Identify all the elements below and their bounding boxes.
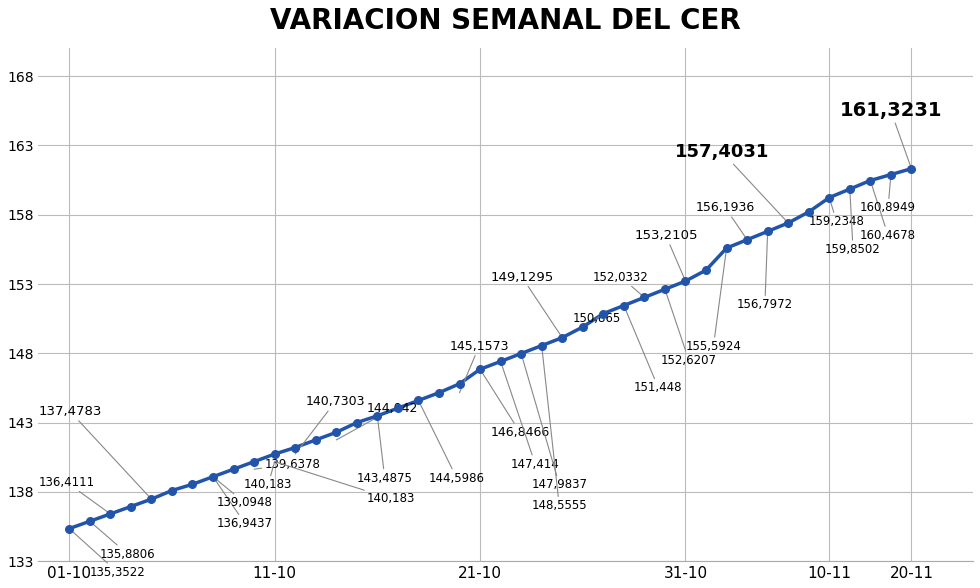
- Text: 140,7303: 140,7303: [295, 395, 365, 454]
- Point: [287, 443, 303, 452]
- Text: 151,448: 151,448: [624, 306, 683, 395]
- Point: [555, 333, 570, 342]
- Text: 147,414: 147,414: [501, 362, 560, 470]
- Text: 147,9837: 147,9837: [521, 353, 587, 492]
- Point: [780, 218, 796, 228]
- Point: [103, 509, 119, 519]
- Point: [349, 418, 365, 427]
- Point: [452, 379, 467, 389]
- Point: [514, 349, 529, 358]
- Text: 139,0948: 139,0948: [213, 477, 273, 509]
- Point: [82, 517, 98, 526]
- Text: 159,2348: 159,2348: [808, 198, 864, 228]
- Point: [739, 235, 755, 245]
- Point: [575, 322, 591, 332]
- Text: 160,8949: 160,8949: [860, 175, 916, 214]
- Point: [225, 465, 241, 474]
- Point: [184, 480, 200, 489]
- Text: 140,183: 140,183: [244, 462, 292, 492]
- Point: [472, 365, 488, 374]
- Text: 137,4783: 137,4783: [38, 405, 151, 499]
- Point: [62, 524, 77, 533]
- Point: [267, 449, 282, 459]
- Text: 146,8466: 146,8466: [480, 369, 550, 439]
- Point: [904, 164, 919, 173]
- Text: 144,5986: 144,5986: [418, 400, 485, 485]
- Text: 135,8806: 135,8806: [90, 522, 156, 561]
- Point: [677, 276, 693, 286]
- Text: 161,3231: 161,3231: [840, 101, 942, 169]
- Point: [862, 176, 878, 185]
- Point: [431, 388, 447, 397]
- Text: 156,7972: 156,7972: [737, 231, 793, 311]
- Text: 144,042: 144,042: [336, 402, 418, 440]
- Text: 156,1936: 156,1936: [696, 201, 755, 240]
- Text: 155,5924: 155,5924: [685, 248, 741, 353]
- Text: 150,865: 150,865: [572, 312, 620, 325]
- Text: 143,4875: 143,4875: [357, 416, 413, 485]
- Text: 157,4031: 157,4031: [675, 143, 788, 223]
- Point: [390, 403, 406, 413]
- Text: 152,0332: 152,0332: [593, 270, 649, 298]
- Text: 139,6378: 139,6378: [254, 457, 320, 470]
- Point: [328, 427, 344, 437]
- Point: [369, 411, 385, 420]
- Title: VARIACION SEMANAL DEL CER: VARIACION SEMANAL DEL CER: [270, 7, 741, 35]
- Point: [842, 185, 858, 194]
- Point: [718, 243, 734, 253]
- Point: [883, 170, 899, 179]
- Text: 135,3522: 135,3522: [70, 529, 146, 579]
- Point: [246, 457, 262, 466]
- Point: [205, 472, 220, 482]
- Point: [534, 341, 550, 350]
- Point: [411, 396, 426, 405]
- Text: 136,4111: 136,4111: [38, 476, 111, 514]
- Point: [123, 502, 139, 511]
- Point: [164, 486, 179, 495]
- Point: [143, 495, 159, 504]
- Point: [821, 193, 837, 202]
- Point: [801, 207, 816, 216]
- Point: [596, 309, 612, 318]
- Point: [658, 285, 673, 294]
- Point: [637, 293, 653, 302]
- Text: 148,5555: 148,5555: [531, 346, 587, 512]
- Text: 140,183: 140,183: [274, 462, 416, 505]
- Text: 136,9437: 136,9437: [213, 477, 273, 530]
- Point: [493, 357, 509, 366]
- Text: 152,6207: 152,6207: [661, 289, 716, 367]
- Point: [698, 265, 713, 275]
- Text: 145,1573: 145,1573: [449, 340, 509, 393]
- Text: 153,2105: 153,2105: [634, 229, 698, 281]
- Point: [616, 301, 632, 310]
- Text: 160,4678: 160,4678: [860, 181, 916, 242]
- Point: [308, 435, 323, 445]
- Point: [760, 226, 775, 236]
- Text: 149,1295: 149,1295: [490, 270, 563, 338]
- Text: 159,8502: 159,8502: [825, 189, 881, 256]
